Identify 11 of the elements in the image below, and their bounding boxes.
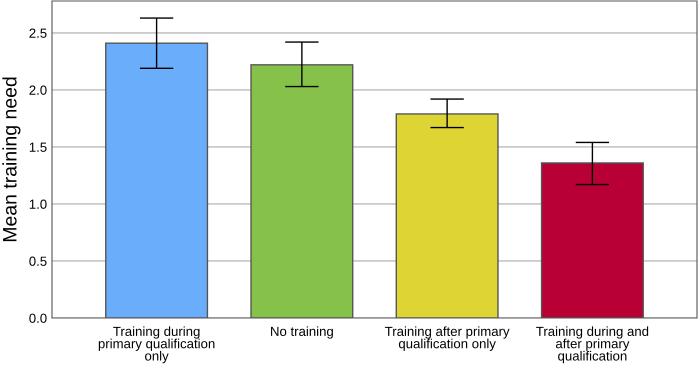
x-tick-label: Training during primary qualification only — [98, 326, 214, 364]
y-tick-label: 1.5 — [30, 142, 47, 152]
y-axis-title: Mean training need — [2, 78, 20, 242]
y-tick-label: 2.5 — [29, 28, 47, 38]
y-tick-label: 2.0 — [29, 86, 47, 95]
x-tick-label: No training — [271, 326, 333, 339]
x-tick-label: Training after primary qualification only — [384, 326, 510, 351]
y-tick-label: 1.0 — [30, 200, 47, 209]
x-tick-label: Training during and after primary qualification — [536, 326, 648, 364]
y-tick-label: 0.0 — [29, 314, 47, 323]
y-tick-label: 0.5 — [29, 256, 47, 266]
